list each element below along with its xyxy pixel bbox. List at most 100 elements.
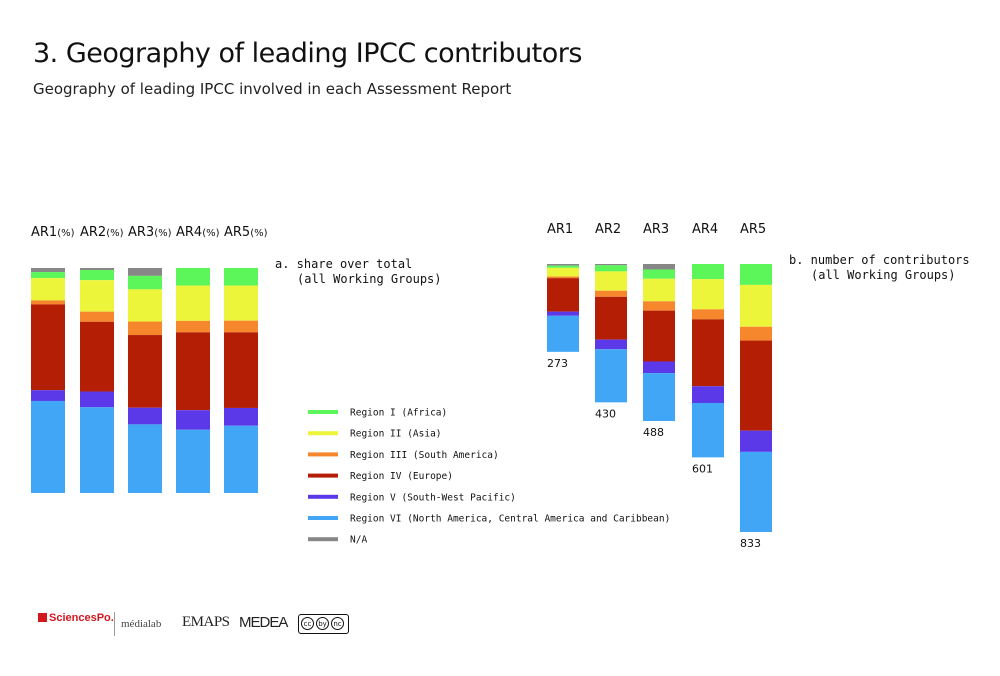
bar-segment-a-ar2-region-v-south-west-pacific [80, 391, 114, 408]
bar-segment-b-ar3-region-i-africa [643, 269, 675, 279]
bar-segment-a-ar5-region-ii-asia [224, 285, 258, 321]
chart-a-subtitle: (all Working Groups) [297, 272, 442, 286]
chart-canvas: AR1(%) AR2(%) AR3(%) AR4(%) AR5(%) 273AR1430… [31, 222, 970, 550]
percent-suffix: (%) [250, 228, 267, 239]
legend-label-region-vi-north-america-central-america-and-caribbean: Region VI (North America, Central Americ… [350, 514, 670, 525]
percent-suffix: (%) [57, 228, 74, 239]
sciencespo-logo[interactable]: SciencesPo. [38, 612, 114, 624]
bar-segment-b-ar4-region-iii-south-america [692, 309, 724, 320]
category-label-a-ar3: AR3(%) [128, 225, 172, 240]
total-label-ar1: 273 [547, 357, 568, 370]
legend-swatch-n-a [308, 537, 338, 542]
bar-segment-a-ar3-region-vi-north-america-central-america-and-caribbean [128, 424, 162, 493]
bar-segment-a-ar3-region-v-south-west-pacific [128, 407, 162, 425]
bar-segment-b-ar3-region-iv-europe [643, 310, 675, 362]
cc-nc-icon: nc [331, 616, 344, 630]
total-label-ar3: 488 [643, 426, 664, 439]
bar-segment-a-ar1-region-i-africa [31, 272, 65, 279]
bar-segment-b-ar1-region-iv-europe [547, 278, 579, 312]
bar-segment-a-ar2-region-ii-asia [80, 280, 114, 312]
percent-suffix: (%) [154, 228, 171, 239]
bar-segment-a-ar5-region-v-south-west-pacific [224, 407, 258, 426]
bar-segment-a-ar1-n-a [31, 268, 65, 273]
bar-segment-a-ar4-region-iv-europe [176, 332, 210, 411]
bar-segment-a-ar4-region-i-africa [176, 268, 210, 286]
bar-segment-b-ar3-region-iii-south-america [643, 301, 675, 311]
category-label-b-ar3: AR3 [643, 222, 669, 237]
bar-segment-b-ar1-n-a [547, 264, 579, 266]
bar-segment-b-ar1-region-i-africa [547, 265, 579, 268]
bar-segment-b-ar5-region-vi-north-america-central-america-and-caribbean [740, 451, 772, 532]
legend-swatch-region-vi-north-america-central-america-and-caribbean [308, 516, 338, 520]
chart-b-title: b. number of contributors [789, 253, 970, 267]
legend-swatch-region-iii-south-america [308, 452, 338, 457]
bar-segment-b-ar3-region-ii-asia [643, 278, 675, 302]
bar-segment-b-ar3-n-a [643, 264, 675, 270]
legend-label-region-iii-south-america: Region III (South America) [350, 450, 499, 461]
bar-segment-b-ar3-region-vi-north-america-central-america-and-caribbean [643, 373, 675, 422]
bar-segment-a-ar2-region-iv-europe [80, 321, 114, 392]
bar-segment-a-ar3-region-i-africa [128, 275, 162, 290]
bar-segment-a-ar5-region-iii-south-america [224, 320, 258, 333]
bar-segment-b-ar1-region-ii-asia [547, 267, 579, 277]
emaps-logo[interactable]: EMAPS [182, 614, 230, 630]
bar-segment-a-ar5-region-iv-europe [224, 332, 258, 408]
sciencespo-logo-text: SciencesPo. [49, 612, 114, 624]
bar-segment-b-ar1-region-vi-north-america-central-america-and-caribbean [547, 315, 579, 352]
bar-segment-b-ar2-n-a [595, 264, 627, 266]
medea-logo[interactable]: MEDEA [239, 614, 288, 631]
bar-segment-b-ar2-region-iv-europe [595, 296, 627, 340]
bar-segment-a-ar4-region-iii-south-america [176, 320, 210, 333]
sciencespo-emblem-icon [38, 613, 47, 622]
bar-segment-b-ar5-region-iv-europe [740, 340, 772, 431]
bar-segment-a-ar4-region-vi-north-america-central-america-and-caribbean [176, 429, 210, 493]
chart-a-title: a. share over total [275, 257, 412, 271]
legend-label-region-iv-europe: Region IV (Europe) [350, 471, 453, 482]
category-label-a-ar1: AR1(%) [31, 225, 75, 240]
cc-icon: cc [301, 616, 314, 630]
category-label-b-ar1: AR1 [547, 222, 573, 237]
legend: Region I (Africa) Region II (Asia) Region … [308, 408, 670, 546]
bar-segment-b-ar4-region-ii-asia [692, 279, 724, 310]
percent-suffix: (%) [202, 228, 219, 239]
legend-swatch-region-v-south-west-pacific [308, 494, 338, 499]
category-label-a-ar4: AR4(%) [176, 225, 220, 240]
total-label-ar5: 833 [740, 537, 761, 550]
bar-segment-b-ar2-region-ii-asia [595, 271, 627, 291]
legend-label-n-a: N/A [350, 535, 367, 546]
page-subtitle: Geography of leading IPCC involved in ea… [33, 80, 512, 98]
bar-segment-b-ar5-region-ii-asia [740, 284, 772, 327]
bar-segment-b-ar2-region-iii-south-america [595, 290, 627, 297]
bar-segment-b-ar4-region-i-africa [692, 264, 724, 280]
medialab-logo[interactable]: médialab [121, 618, 162, 630]
bar-segment-b-ar2-region-i-africa [595, 265, 627, 272]
bar-segment-a-ar1-region-ii-asia [31, 278, 65, 301]
bar-segment-a-ar3-region-ii-asia [128, 289, 162, 322]
bar-segment-a-ar3-region-iv-europe [128, 335, 162, 408]
bar-segment-a-ar2-region-i-africa [80, 270, 114, 281]
bar-segment-a-ar2-region-vi-north-america-central-america-and-caribbean [80, 407, 114, 493]
legend-swatch-region-iv-europe [308, 473, 338, 478]
bar-segment-a-ar5-region-i-africa [224, 268, 258, 286]
panel-count-chart: 273 AR1 430 AR2 488 AR3 601 AR4 833 AR5 [547, 222, 772, 550]
category-label-a-ar5: AR5(%) [224, 225, 268, 240]
bar-segment-a-ar2-n-a [80, 268, 114, 271]
bar-segment-b-ar3-region-v-south-west-pacific [643, 361, 675, 374]
chart-b-subtitle: (all Working Groups) [811, 268, 956, 282]
bar-segment-b-ar4-region-v-south-west-pacific [692, 386, 724, 403]
bar-segment-a-ar4-region-v-south-west-pacific [176, 410, 210, 430]
bar-segment-a-ar1-region-iii-south-america [31, 300, 65, 305]
creative-commons-badge[interactable]: cc by nc [298, 614, 349, 634]
legend-swatch-region-ii-asia [308, 431, 338, 436]
bar-segment-b-ar2-region-v-south-west-pacific [595, 339, 627, 350]
total-label-ar2: 430 [595, 407, 616, 420]
category-label-b-ar2: AR2 [595, 222, 621, 237]
bar-segment-b-ar5-region-v-south-west-pacific [740, 430, 772, 452]
bar-segment-b-ar1-region-iii-south-america [547, 276, 579, 279]
category-label-b-ar4: AR4 [692, 222, 718, 237]
bar-segment-b-ar1-region-v-south-west-pacific [547, 311, 579, 316]
legend-label-region-v-south-west-pacific: Region V (South-West Pacific) [350, 492, 516, 503]
bar-segment-b-ar2-region-vi-north-america-central-america-and-caribbean [595, 349, 627, 403]
total-label-ar4: 601 [692, 462, 713, 475]
legend-swatch-region-i-africa [308, 410, 338, 414]
